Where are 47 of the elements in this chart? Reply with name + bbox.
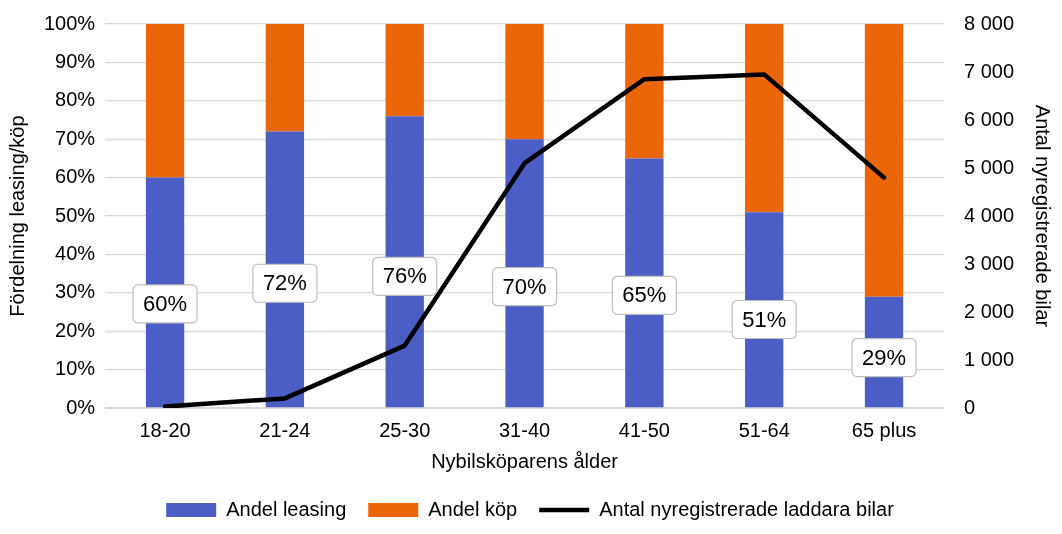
x-tick-label: 41-50	[618, 418, 670, 441]
legend-label: Andel leasing	[226, 497, 347, 520]
legend-label: Andel köp	[428, 497, 518, 520]
y2-tick-label: 0	[963, 395, 976, 418]
bar	[385, 24, 424, 117]
data-label: 76%	[382, 263, 427, 289]
y-tick-label: 80%	[55, 88, 96, 111]
bar	[265, 24, 305, 132]
x-tick-label: 31-40	[498, 418, 551, 441]
y-tick-label: 60%	[55, 165, 96, 188]
data-label: 60%	[143, 291, 188, 317]
y2-tick-label: 6 000	[963, 107, 1015, 130]
y2-tick-label: 8 000	[963, 11, 1015, 34]
y-tick-label: 40%	[55, 241, 96, 264]
legend-label: Antal nyregistrerade laddara bilar	[599, 497, 895, 520]
y2-tick-label: 1 000	[963, 347, 1015, 370]
y2-tick-label: 7 000	[963, 59, 1015, 82]
y-tick-label: 10%	[55, 357, 96, 380]
y2-tick-label: 5 000	[963, 155, 1015, 178]
y2-tick-label: 4 000	[963, 203, 1015, 226]
x-tick-label: 25-30	[379, 418, 431, 441]
data-label: 65%	[622, 282, 667, 308]
x-tick-label: 51-64	[738, 418, 790, 441]
x-tick-label: 65 plus	[851, 418, 917, 441]
y2-tick-label: 2 000	[963, 299, 1015, 322]
y2-axis-title: Antal nyregistrerade bilar	[1032, 104, 1055, 328]
y-tick-label: 100%	[44, 11, 96, 34]
y2-tick-label: 3 000	[963, 251, 1015, 274]
bar	[864, 24, 904, 297]
data-label: 51%	[742, 306, 787, 332]
bar	[145, 24, 185, 178]
data-label: 72%	[262, 270, 307, 296]
y-tick-label: 30%	[55, 280, 96, 303]
y-tick-label: 20%	[55, 318, 96, 341]
y-axis-title: Fördelning leasing/köp	[5, 115, 28, 317]
x-tick-label: 21-24	[259, 418, 311, 441]
bar	[505, 24, 544, 140]
y-tick-label: 0%	[66, 395, 96, 418]
data-label: 29%	[862, 344, 907, 370]
x-tick-label: 18-20	[139, 418, 191, 441]
bar	[625, 24, 664, 159]
bar	[745, 24, 784, 213]
y-tick-label: 50%	[55, 203, 96, 226]
data-label: 70%	[502, 273, 547, 299]
y-tick-label: 90%	[55, 49, 96, 72]
y-tick-label: 70%	[55, 126, 96, 149]
x-axis-title: Nybilsköparens ålder	[431, 449, 619, 472]
